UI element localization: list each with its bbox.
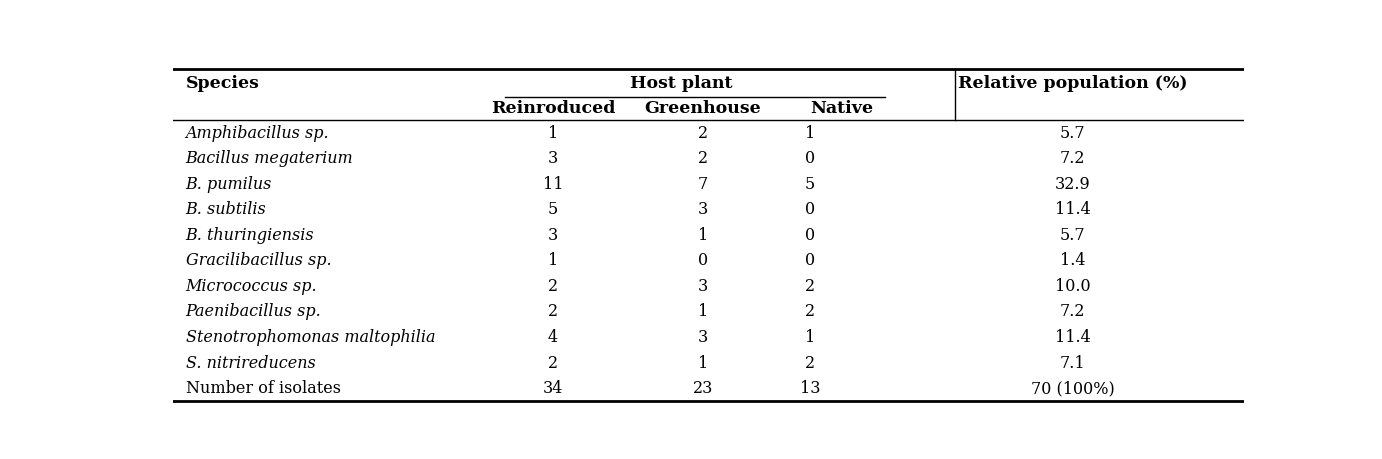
Text: 11.4: 11.4 — [1054, 329, 1090, 346]
Text: 2: 2 — [804, 278, 815, 295]
Text: 34: 34 — [543, 380, 562, 397]
Text: 2: 2 — [547, 303, 558, 320]
Text: Greenhouse: Greenhouse — [644, 101, 761, 118]
Text: 5.7: 5.7 — [1060, 124, 1085, 142]
Text: 3: 3 — [547, 150, 558, 167]
Text: S. nitrireducens: S. nitrireducens — [185, 355, 315, 372]
Text: Stenotrophomonas maltophilia: Stenotrophomonas maltophilia — [185, 329, 435, 346]
Text: 11.4: 11.4 — [1054, 202, 1090, 218]
Text: 3: 3 — [698, 278, 708, 295]
Text: 5.7: 5.7 — [1060, 227, 1085, 244]
Text: Number of isolates: Number of isolates — [185, 380, 340, 397]
Text: 70 (100%): 70 (100%) — [1031, 380, 1114, 397]
Text: Relative population (%): Relative population (%) — [958, 75, 1187, 92]
Text: Paenibacillus sp.: Paenibacillus sp. — [185, 303, 322, 320]
Text: 7: 7 — [698, 176, 708, 193]
Text: Host plant: Host plant — [630, 75, 732, 92]
Text: 1: 1 — [804, 329, 815, 346]
Text: 1: 1 — [698, 227, 708, 244]
Text: 0: 0 — [804, 252, 815, 269]
Text: 5: 5 — [804, 176, 815, 193]
Text: 3: 3 — [698, 329, 708, 346]
Text: 1: 1 — [804, 124, 815, 142]
Text: 2: 2 — [804, 355, 815, 372]
Text: 2: 2 — [804, 303, 815, 320]
Text: Native: Native — [810, 101, 873, 118]
Text: 0: 0 — [804, 202, 815, 218]
Text: 23: 23 — [692, 380, 713, 397]
Text: 1: 1 — [698, 303, 708, 320]
Text: Micrococcus sp.: Micrococcus sp. — [185, 278, 318, 295]
Text: Amphibacillus sp.: Amphibacillus sp. — [185, 124, 329, 142]
Text: 2: 2 — [547, 278, 558, 295]
Text: 7.2: 7.2 — [1060, 150, 1085, 167]
Text: 4: 4 — [547, 329, 558, 346]
Text: Reinroduced: Reinroduced — [491, 101, 615, 118]
Text: 1: 1 — [698, 355, 708, 372]
Text: B. pumilus: B. pumilus — [185, 176, 272, 193]
Text: B. thuringiensis: B. thuringiensis — [185, 227, 314, 244]
Text: 11: 11 — [543, 176, 564, 193]
Text: 3: 3 — [547, 227, 558, 244]
Text: 2: 2 — [698, 150, 708, 167]
Text: 2: 2 — [698, 124, 708, 142]
Text: 32.9: 32.9 — [1054, 176, 1090, 193]
Text: B. subtilis: B. subtilis — [185, 202, 267, 218]
Text: Species: Species — [185, 75, 260, 92]
Text: 1: 1 — [547, 124, 558, 142]
Text: 3: 3 — [698, 202, 708, 218]
Text: 0: 0 — [804, 227, 815, 244]
Text: 13: 13 — [800, 380, 821, 397]
Text: 7.1: 7.1 — [1060, 355, 1085, 372]
Text: 2: 2 — [547, 355, 558, 372]
Text: Bacillus megaterium: Bacillus megaterium — [185, 150, 354, 167]
Text: 5: 5 — [547, 202, 558, 218]
Text: 1: 1 — [547, 252, 558, 269]
Text: Gracilibacillus sp.: Gracilibacillus sp. — [185, 252, 332, 269]
Text: 0: 0 — [698, 252, 708, 269]
Text: 7.2: 7.2 — [1060, 303, 1085, 320]
Text: 1.4: 1.4 — [1060, 252, 1085, 269]
Text: 10.0: 10.0 — [1054, 278, 1090, 295]
Text: 0: 0 — [804, 150, 815, 167]
